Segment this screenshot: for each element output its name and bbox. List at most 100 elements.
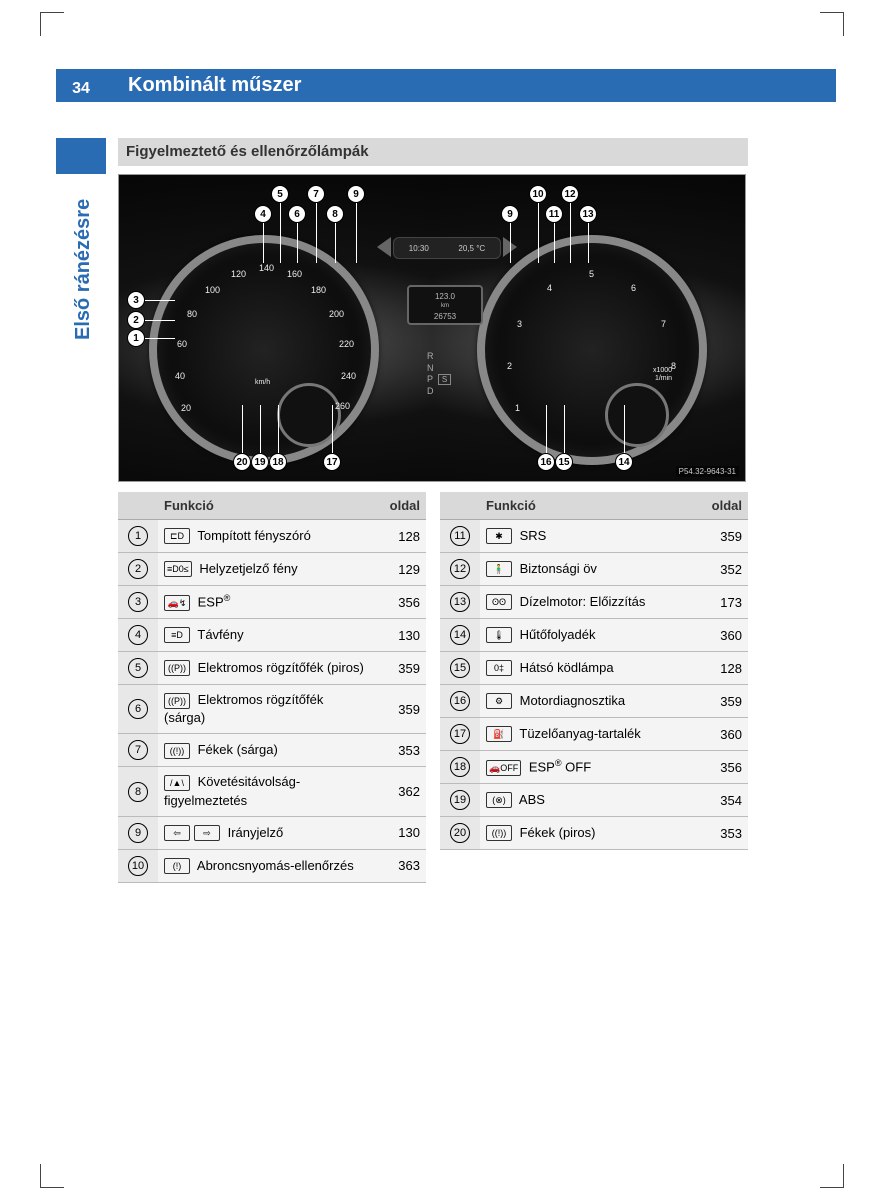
function-label: Tüzelőanyag-tartalék <box>516 726 641 741</box>
function-label: Tompított fényszóró <box>194 528 311 543</box>
indicator-icon: ⛽ <box>486 726 512 742</box>
table-row: 8/▲\ Követésitávolság-figyelmeztetés362 <box>118 767 426 816</box>
page-header: 34 Kombinált műszer <box>56 69 836 102</box>
callout-number: 3 <box>128 592 148 612</box>
column-header-function: Funkció <box>158 492 372 520</box>
page-reference: 354 <box>694 784 748 817</box>
function-label: Motordiagnosztika <box>516 693 625 708</box>
table-row: 16 ⚙ Motordiagnosztika 359 <box>440 685 748 718</box>
function-label: Helyzetjelző fény <box>196 561 298 576</box>
clock-display: 10:30 <box>409 244 429 253</box>
temp-gauge <box>605 383 669 447</box>
side-section-label: Első ránézésre <box>72 199 95 340</box>
figure-callout: 14 <box>615 453 633 471</box>
page-reference: 128 <box>372 520 426 553</box>
figure-callout: 10 <box>529 185 547 203</box>
page-reference: 360 <box>694 619 748 652</box>
figure-callout: 8 <box>326 205 344 223</box>
function-label: ESP <box>525 760 555 775</box>
callout-number: 6 <box>128 699 148 719</box>
figure-callout: 11 <box>545 205 563 223</box>
table-row: 7((!)) Fékek (sárga)353 <box>118 734 426 767</box>
indicator-icon: (!) <box>164 858 190 874</box>
figure-callout: 9 <box>501 205 519 223</box>
callout-number: 16 <box>450 691 470 711</box>
callout-number: 19 <box>450 790 470 810</box>
callout-number: 13 <box>450 592 470 612</box>
indicator-icon: /▲\ <box>164 775 190 791</box>
figure-callout: 3 <box>127 291 145 309</box>
page-reference: 130 <box>372 816 426 849</box>
instrument-cluster-figure: 20 40 60 80 100 120 140 160 180 200 220 … <box>118 174 746 482</box>
figure-callout: 15 <box>555 453 573 471</box>
callout-number: 12 <box>450 559 470 579</box>
indicator-icon: ⇨ <box>194 825 220 841</box>
figure-callout: 2 <box>127 311 145 329</box>
function-label: Elektromos rögzítőfék (piros) <box>194 660 364 675</box>
column-header-page: oldal <box>372 492 426 520</box>
callout-number: 5 <box>128 658 148 678</box>
page-reference: 128 <box>694 652 748 685</box>
indicator-icon: 🚗↯ <box>164 595 190 611</box>
page-reference: 352 <box>694 553 748 586</box>
page-reference: 363 <box>372 849 426 882</box>
figure-callout: 17 <box>323 453 341 471</box>
figure-callout: 16 <box>537 453 555 471</box>
table-row: 17⛽ Tüzelőanyag-tartalék360 <box>440 718 748 751</box>
indicator-icon: (⊗) <box>486 792 512 808</box>
callout-number: 14 <box>450 625 470 645</box>
figure-reference-id: P54.32-9643-31 <box>676 466 739 477</box>
callout-number: 11 <box>450 526 470 546</box>
indicator-icon: ✱ <box>486 528 512 544</box>
callout-number: 9 <box>128 823 148 843</box>
page-reference: 362 <box>372 767 426 816</box>
table-row: 11✱ SRS359 <box>440 520 748 553</box>
table-row: 5((P)) Elektromos rögzítőfék (piros)359 <box>118 652 426 685</box>
table-row: 12🧍‍♂️ Biztonsági öv352 <box>440 553 748 586</box>
indicator-icon: ≡D <box>164 627 190 643</box>
page-reference: 130 <box>372 619 426 652</box>
page-reference: 360 <box>694 718 748 751</box>
table-row: 3🚗↯ ESP®356 <box>118 586 426 619</box>
table-row: 150‡ Hátsó ködlámpa128 <box>440 652 748 685</box>
function-label: Fékek (piros) <box>516 825 595 840</box>
table-row: 9⇦⇨ Irányjelző130 <box>118 816 426 849</box>
indicator-icon: 0‡ <box>486 660 512 676</box>
indicator-icon: ⚙ <box>486 693 512 709</box>
table-row: 6((P)) Elektromos rögzítőfék (sárga)359 <box>118 685 426 734</box>
callout-number: 18 <box>450 757 470 777</box>
page-reference: 359 <box>372 652 426 685</box>
function-label: Dízelmotor: Előizzítás <box>516 594 645 609</box>
figure-callout: 4 <box>254 205 272 223</box>
function-label: Irányjelző <box>224 825 283 840</box>
page-reference: 359 <box>694 685 748 718</box>
header-title: Kombinált műszer <box>128 74 301 97</box>
figure-callout: 20 <box>233 453 251 471</box>
page-number: 34 <box>56 69 106 102</box>
function-label: ABS <box>516 792 545 807</box>
indicator-icon: ((P)) <box>164 693 190 709</box>
callout-number: 8 <box>128 782 148 802</box>
page-reference: 359 <box>372 685 426 734</box>
callout-number: 20 <box>450 823 470 843</box>
page-reference: 359 <box>694 520 748 553</box>
table-row: 13ʘʘ Dízelmotor: Előizzítás173 <box>440 586 748 619</box>
section-title: Figyelmeztető és ellenőrzőlámpák <box>118 138 748 166</box>
figure-callout: 19 <box>251 453 269 471</box>
indicator-icon: ≡D0≤ <box>164 561 192 577</box>
warning-lamps-table-right: Funkció oldal 11✱ SRS35912🧍‍♂️ Biztonság… <box>440 492 748 850</box>
tachometer: 1 2 3 4 5 6 7 8 x10001/min <box>477 235 707 465</box>
callout-number: 2 <box>128 559 148 579</box>
page-reference: 173 <box>694 586 748 619</box>
callout-number: 1 <box>128 526 148 546</box>
column-header-function: Funkció <box>480 492 694 520</box>
odometer-display: 123.0 km 26753 <box>407 285 483 325</box>
page-reference: 356 <box>372 586 426 619</box>
speedometer: 20 40 60 80 100 120 140 160 180 200 220 … <box>149 235 379 465</box>
figure-callout: 12 <box>561 185 579 203</box>
function-label: Távfény <box>194 627 244 642</box>
table-row: 4 ≡D Távfény 130 <box>118 619 426 652</box>
figure-callout: 5 <box>271 185 289 203</box>
indicator-icon: 🧍‍♂️ <box>486 561 512 577</box>
callout-number: 4 <box>128 625 148 645</box>
